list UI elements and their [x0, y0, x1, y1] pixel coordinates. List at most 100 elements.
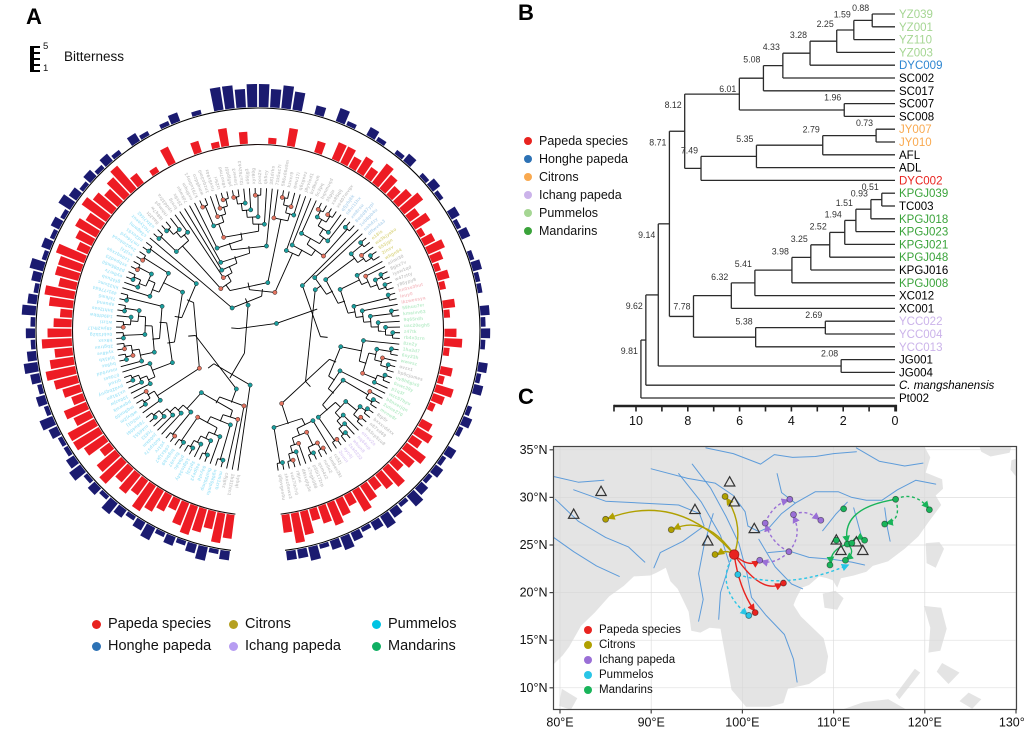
tree-connector: [339, 289, 349, 314]
sample-dot: [780, 579, 787, 587]
tree-branch: [139, 375, 147, 380]
tree-branch: [184, 208, 223, 271]
node-dot: [293, 449, 299, 455]
tree-branch: [305, 381, 311, 387]
tip-label-text: oy0m7v: [104, 267, 123, 279]
tree-branch: [157, 229, 164, 235]
node-dot: [271, 425, 277, 430]
node-dot: [219, 267, 225, 273]
inner-bar: [131, 481, 156, 512]
scale-tick: [34, 52, 40, 54]
tree-branch: [235, 196, 238, 205]
tree-branch: [139, 283, 147, 287]
tree-branch: [369, 391, 383, 399]
river: [691, 463, 798, 683]
land-polygon: [959, 692, 982, 709]
tip-label: ADL: [899, 163, 922, 175]
tip-label-text: g8pvges0u: [278, 474, 287, 501]
outer-bar: [208, 547, 219, 555]
tree-connector: [231, 295, 262, 309]
tree-branch: [130, 383, 151, 394]
tree-branch: [362, 372, 377, 380]
tree-branch: [227, 274, 232, 282]
scale-bar: [30, 46, 34, 72]
tree-connector: [176, 240, 189, 252]
outer-bar: [221, 85, 235, 110]
legend-item-honghe: Honghe papeda: [524, 152, 628, 166]
inner-bar: [81, 197, 111, 222]
tree-branch: [120, 292, 128, 296]
legend-dot: [92, 619, 101, 629]
outer-bar: [398, 497, 409, 508]
triangle-marker: [723, 475, 736, 487]
legend-dot: [524, 209, 532, 217]
outer-bar: [454, 426, 464, 437]
tip-label-text: 9q65rdh: [403, 316, 423, 322]
axis-tick-label: 6: [736, 414, 743, 428]
sample-dot: [786, 495, 794, 503]
tree-branch: [226, 419, 239, 469]
tree-branch: [136, 399, 143, 404]
outer-bar: [350, 528, 364, 542]
tree-branch: [152, 289, 160, 293]
tree-branch: [311, 249, 316, 256]
legend-item-ichang: Ichang papeda: [229, 638, 341, 654]
node-dot: [279, 401, 285, 406]
legend-dot: [584, 686, 592, 694]
node-value: 1.51: [836, 198, 853, 208]
outer-bar: [30, 373, 42, 385]
tree-connector: [158, 273, 169, 293]
tree-branch: [199, 452, 203, 460]
outer-bar: [473, 271, 481, 283]
outer-bar: [308, 544, 321, 561]
tree-connector: [201, 392, 233, 411]
tree-branch: [122, 363, 151, 373]
tree-branch: [120, 360, 142, 368]
tip-label-text: 596x06e5m: [280, 159, 290, 186]
legend-item-pummelos: Pummelos: [584, 669, 653, 681]
tree-branch: [204, 198, 209, 206]
tip-label-text: 5c2pq: [314, 182, 325, 197]
legend-label: Ichang papeda: [539, 188, 622, 202]
sample-dot: [721, 493, 729, 500]
node-dot: [170, 412, 176, 418]
lat-tick-label: 15°N: [520, 633, 548, 647]
inner-bar: [379, 174, 398, 194]
legend-label: Mandarins: [539, 224, 598, 238]
inner-bar: [217, 127, 230, 148]
node-dot: [164, 228, 169, 234]
node-value: 2.08: [821, 349, 838, 359]
tree-branch: [174, 439, 180, 446]
tip-label-text: 381drks: [269, 165, 276, 185]
node-value: 6.32: [711, 272, 728, 282]
outer-bar: [281, 85, 295, 110]
inner-bar: [372, 163, 394, 188]
node-dot: [140, 257, 146, 263]
tree-branch: [225, 199, 228, 207]
legend-dot: [524, 191, 532, 199]
tree-branch: [342, 379, 369, 396]
node-dot: [190, 445, 196, 451]
scale-max-label: 5: [43, 41, 49, 52]
node-dot: [340, 377, 346, 383]
dispersal-route: [672, 522, 735, 555]
outer-bar: [167, 112, 181, 125]
inner-bar: [55, 243, 87, 264]
node-value: 2.52: [810, 221, 827, 231]
tip-label-text: v8xo7md: [217, 166, 227, 188]
tree-branch: [243, 188, 246, 204]
node-dot: [375, 320, 381, 325]
tree-branch: [167, 341, 175, 344]
tree-branch: [389, 298, 397, 301]
inner-bar: [348, 156, 362, 171]
circular-tree-svg: hybqi2b31htn1c8jgnzmm1zrbug0k9pmfufbuf95…: [21, 84, 491, 561]
inner-bar: [48, 296, 74, 309]
node-value: 5.08: [743, 55, 760, 65]
node-dot: [312, 287, 318, 293]
tree-branch: [293, 194, 301, 216]
tree-branch: [296, 428, 301, 436]
inner-bar: [382, 463, 405, 487]
inner-bar: [268, 137, 277, 145]
scale-tick: [34, 64, 40, 66]
legend-label: Honghe papeda: [539, 152, 628, 166]
